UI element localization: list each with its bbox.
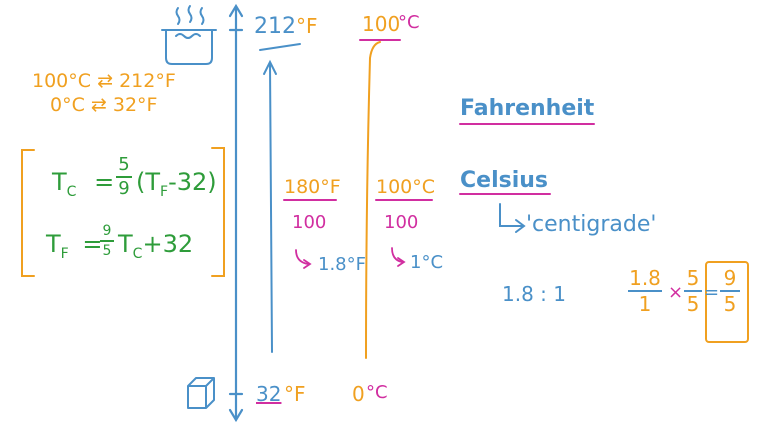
frac-denominator: 5 (686, 292, 700, 316)
tc-equals: = (94, 168, 115, 196)
centigrade-label: 'centigrade' (526, 212, 657, 237)
per-degree-arrows (295, 247, 406, 269)
fahrenheit-per-degree: 1.8°F (318, 254, 366, 275)
equiv-right: 32°F (112, 94, 158, 116)
celsius-range-line (365, 41, 381, 359)
magenta-underlines (283, 39, 595, 201)
formula-celsius: TC = (52, 170, 114, 199)
tf-subscript: F (160, 183, 169, 200)
formula-celsius-rest: (TF-32) (136, 170, 217, 199)
frac-numerator: 9 (102, 223, 112, 239)
ice-cube-icon (187, 377, 215, 409)
formula-celsius-fraction: 5 9 (116, 156, 132, 198)
formula-fahrenheit-fraction: 9 5 (100, 224, 114, 258)
tf-symbol: T (46, 230, 61, 258)
tc-symbol: T (118, 230, 133, 258)
tf-subscript: F (60, 245, 69, 262)
equiv-left: 100°C (32, 70, 92, 92)
times-sign: × (668, 282, 684, 303)
equivalence-freezing: 0°C ⇄ 32°F (50, 96, 157, 115)
fahrenheit-range: 180°F (284, 176, 341, 198)
equals-sign: = (704, 282, 720, 303)
frac-numerator: 9 (723, 266, 737, 290)
formula-bracket (21, 147, 225, 277)
bottom-c-value: 0 (352, 382, 365, 406)
equiv-arrow-icon: ⇄ (97, 70, 114, 92)
formula-fahrenheit: TF = (46, 232, 102, 261)
equiv-right: 212°F (119, 70, 176, 92)
tc-subscript: C (66, 183, 77, 200)
bottom-c-unit: °C (366, 382, 388, 403)
celsius-label: Celsius (460, 168, 548, 193)
bottom-f-unit: °F (284, 382, 306, 406)
ratio-label: 1.8 : 1 (502, 282, 566, 306)
tc-subscript: C (132, 245, 143, 262)
ratio-fraction-a: 1.8 1 (628, 268, 662, 314)
frac-denominator: 1 (638, 292, 652, 316)
bottom-f-value: 32 (256, 382, 282, 406)
fahrenheit-range-denominator: 100 (292, 212, 327, 233)
frac-denominator: 5 (723, 292, 737, 316)
tc-symbol: T (52, 168, 67, 196)
frac-numerator: 5 (686, 266, 700, 290)
celsius-per-degree: 1°C (410, 252, 444, 273)
top-f-unit: °F (296, 14, 318, 38)
frac-numerator: 5 (118, 154, 130, 175)
scale-axis (228, 3, 244, 423)
frac-denominator: 5 (102, 243, 112, 259)
ratio-fraction-b: 5 5 (684, 268, 702, 314)
tf-equals: = (82, 230, 103, 258)
ratio-fraction-result: 9 5 (720, 268, 740, 314)
boiling-pot-icon (161, 5, 217, 65)
result-box (705, 261, 749, 343)
celsius-range-denominator: 100 (384, 212, 419, 233)
equiv-arrow-icon: ⇄ (90, 94, 107, 116)
centigrade-hook-arrow (499, 203, 526, 233)
equiv-left: 0°C (50, 94, 85, 116)
formula-fahrenheit-rest: TC+32 (118, 232, 193, 261)
top-c-value: 100 (362, 12, 401, 36)
fahrenheit-range-arrow (259, 43, 301, 353)
tf-tail: +32 (142, 230, 194, 258)
top-c-unit: °C (398, 12, 420, 33)
frac-numerator: 1.8 (629, 266, 661, 290)
tc-tail: -32) (168, 168, 217, 196)
fahrenheit-label: Fahrenheit (460, 96, 595, 121)
tc-paren: (T (136, 168, 161, 196)
frac-denominator: 9 (118, 178, 130, 199)
equivalence-boiling: 100°C ⇄ 212°F (32, 72, 176, 91)
celsius-range: 100°C (376, 176, 436, 198)
top-f-value: 212 (254, 14, 296, 39)
